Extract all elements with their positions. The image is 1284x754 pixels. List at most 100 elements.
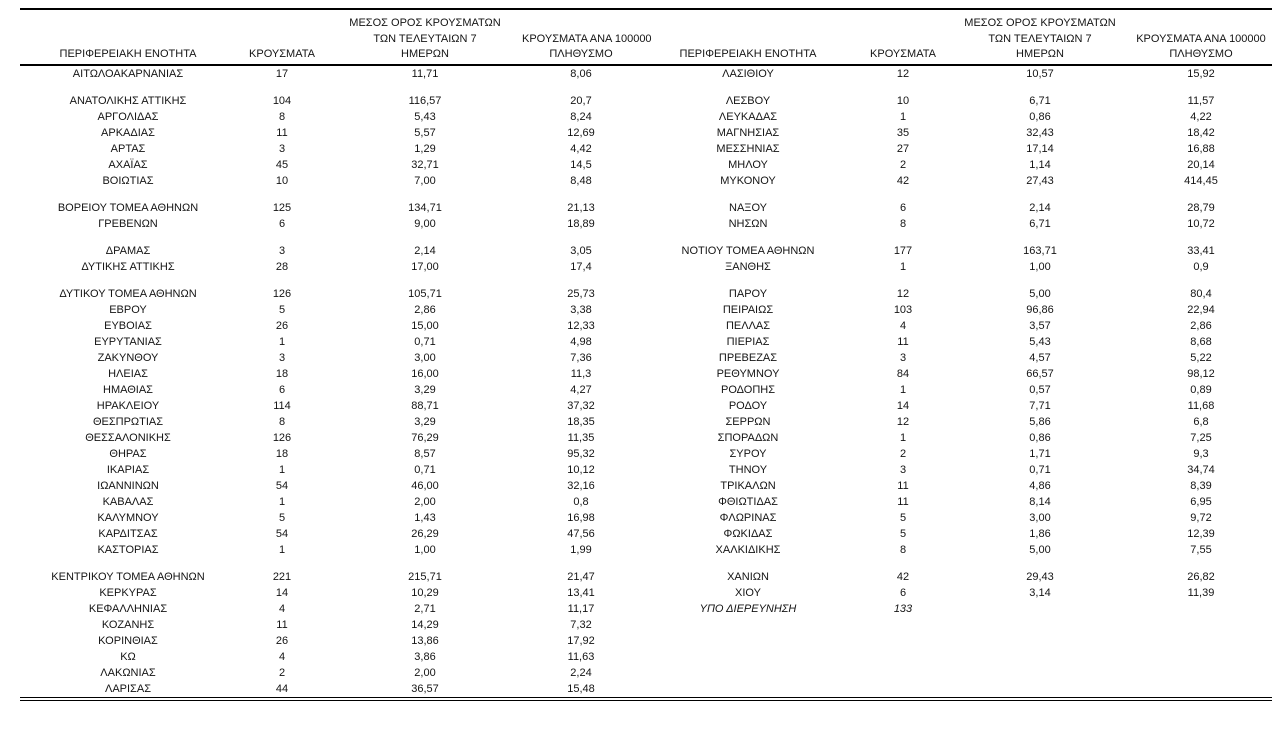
header-per100k-left: ΚΡΟΥΣΜΑΤΑ ΑΝΑ 100000 ΠΛΗΘΥΣΜΟ (522, 9, 652, 66)
left-region-cell: ΑΝΑΤΟΛΙΚΗΣ ΑΤΤΙΚΗΣ (69, 95, 187, 107)
left-per100k-cell: 10,12 (567, 464, 595, 476)
header-avg7-left-line2: ΤΩΝ ΤΕΛΕΥΤΑΙΩΝ 7 (373, 32, 477, 45)
right-cases-cell: 133 (893, 603, 913, 615)
right-per100k-cell: 7,55 (1190, 544, 1212, 556)
right-region-cell: ΠΕΙΡΑΙΩΣ (722, 304, 774, 316)
table-body: ΑΙΤΩΛΟΑΚΑΡΝΑΝΙΑΣ 17 11,71 8,06 ΛΑΣΙΘΙΟΥ 12 10,… (20, 65, 1272, 699)
right-avg7-cell: 17,14 (1026, 143, 1054, 155)
right-avg7-cell: 96,86 (1026, 304, 1054, 316)
left-avg7-cell: 2,71 (414, 603, 436, 615)
header-per100k-right: ΚΡΟΥΣΜΑΤΑ ΑΝΑ 100000 ΠΛΗΘΥΣΜΟ (1130, 9, 1272, 66)
spacer-row (20, 275, 1272, 286)
left-per100k-cell: 2,24 (570, 667, 592, 679)
left-cases-cell: 18 (275, 368, 289, 380)
left-per100k-cell: 13,41 (567, 587, 595, 599)
right-cases-cell (856, 617, 950, 633)
left-avg7-cell: 3,00 (414, 352, 436, 364)
table-row: ΚΟΖΑΝΗΣ 11 14,29 7,32 (20, 617, 1272, 633)
left-cases-cell: 126 (272, 288, 292, 300)
left-cases-cell: 5 (278, 304, 286, 316)
table-header: ΠΕΡΙΦΕΡΕΙΑΚΗ ΕΝΟΤΗΤΑ ΚΡΟΥΣΜΑΤΑ ΜΕΣΟΣ ΟΡΟ… (20, 9, 1272, 66)
left-region-cell: ΔΥΤΙΚΟΥ ΤΟΜΕΑ ΑΘΗΝΩΝ (59, 288, 197, 300)
left-per100k-cell: 1,99 (570, 544, 592, 556)
left-region-cell: ΘΗΡΑΣ (109, 448, 147, 460)
right-region-cell: ΛΕΥΚΑΔΑΣ (718, 111, 778, 123)
right-per100k-cell: 0,89 (1190, 384, 1212, 396)
header-avg7-right-line3: ΗΜΕΡΩΝ (1016, 47, 1064, 60)
right-cases-cell: 12 (896, 416, 910, 428)
left-cases-cell: 125 (272, 202, 292, 214)
left-cases-cell: 3 (278, 245, 286, 257)
right-per100k-cell (1130, 633, 1272, 649)
right-per100k-cell: 28,79 (1187, 202, 1215, 214)
right-per100k-cell: 18,42 (1187, 127, 1215, 139)
right-cases-cell: 5 (899, 512, 907, 524)
right-region-cell: ΦΛΩΡΙΝΑΣ (719, 512, 777, 524)
left-per100k-cell: 12,69 (567, 127, 595, 139)
left-cases-cell: 26 (275, 635, 289, 647)
header-avg7-right-line2: ΤΩΝ ΤΕΛΕΥΤΑΙΩΝ 7 (988, 32, 1092, 45)
right-region-cell: ΦΘΙΩΤΙΔΑΣ (718, 496, 778, 508)
right-cases-cell: 103 (893, 304, 913, 316)
right-region-cell (640, 681, 856, 699)
header-per100k-left-line1: ΚΡΟΥΣΜΑΤΑ ΑΝΑ 100000 (522, 32, 652, 45)
right-avg7-cell: 1,71 (1029, 448, 1051, 460)
left-cases-cell: 14 (275, 587, 289, 599)
left-avg7-cell: 76,29 (411, 432, 439, 444)
right-avg7-cell (950, 665, 1130, 681)
left-per100k-cell: 3,05 (570, 245, 592, 257)
spacer-row (20, 558, 1272, 569)
left-region-cell: ΚΑΛΥΜΝΟΥ (97, 512, 159, 524)
left-region-cell: ΚΟΡΙΝΘΙΑΣ (98, 635, 158, 647)
right-avg7-cell (950, 681, 1130, 699)
right-cases-cell: 5 (899, 528, 907, 540)
left-region-cell: ΒΟΡΕΙΟΥ ΤΟΜΕΑ ΑΘΗΝΩΝ (57, 202, 199, 214)
right-per100k-cell (1130, 665, 1272, 681)
table-row: ΗΡΑΚΛΕΙΟΥ 114 88,71 37,32 ΡΟΔΟΥ 14 7,71 11,68 (20, 398, 1272, 414)
table-row: ΑΝΑΤΟΛΙΚΗΣ ΑΤΤΙΚΗΣ 104 116,57 20,7 ΛΕΣΒΟΥ 10 6… (20, 93, 1272, 109)
covid-regional-cases-table: ΠΕΡΙΦΕΡΕΙΑΚΗ ΕΝΟΤΗΤΑ ΚΡΟΥΣΜΑΤΑ ΜΕΣΟΣ ΟΡΟ… (20, 8, 1272, 701)
left-avg7-cell: 46,00 (411, 480, 439, 492)
spacer-row (20, 232, 1272, 243)
right-cases-cell: 11 (897, 480, 909, 492)
left-region-cell: ΚΟΖΑΝΗΣ (101, 619, 155, 631)
left-cases-cell: 18 (275, 448, 289, 460)
left-region-cell: ΗΜΑΘΙΑΣ (103, 384, 153, 396)
right-region-cell: ΝΗΣΩΝ (728, 218, 768, 230)
left-region-cell: ΒΟΙΩΤΙΑΣ (102, 175, 154, 187)
right-per100k-cell (1130, 649, 1272, 665)
right-cases-cell: 11 (897, 496, 909, 508)
left-per100k-cell: 12,33 (567, 320, 595, 332)
spacer-row (20, 82, 1272, 93)
table-row: ΔΥΤΙΚΟΥ ΤΟΜΕΑ ΑΘΗΝΩΝ 126 105,71 25,73 ΠΑΡΟΥ 1… (20, 286, 1272, 302)
table-row: ΑΡΚΑΔΙΑΣ 11 5,57 12,69 ΜΑΓΝΗΣΙΑΣ 35 32,43 18,42 (20, 125, 1272, 141)
left-region-cell: ΔΡΑΜΑΣ (105, 245, 151, 257)
right-region-cell: ΠΙΕΡΙΑΣ (726, 336, 770, 348)
right-cases-cell: 2 (899, 448, 907, 460)
left-avg7-cell: 9,00 (414, 218, 436, 230)
left-region-cell: ΑΡΤΑΣ (110, 143, 146, 155)
left-region-cell: ΕΥΒΟΙΑΣ (104, 320, 152, 332)
table-row: ΛΑΚΩΝΙΑΣ 2 2,00 2,24 (20, 665, 1272, 681)
left-region-cell: ΘΕΣΣΑΛΟΝΙΚΗΣ (85, 432, 171, 444)
right-cases-cell: 6 (899, 202, 907, 214)
right-per100k-cell: 12,39 (1187, 528, 1215, 540)
left-per100k-cell: 7,32 (570, 619, 592, 631)
left-per100k-cell: 0,8 (573, 496, 589, 508)
left-avg7-cell: 32,71 (411, 159, 439, 171)
left-per100k-cell: 18,89 (567, 218, 595, 230)
left-avg7-cell: 11,71 (411, 68, 439, 80)
left-per100k-cell: 8,48 (570, 175, 592, 187)
right-per100k-cell: 6,95 (1190, 496, 1212, 508)
left-region-cell: ΑΧΑΪΑΣ (108, 159, 148, 171)
right-avg7-cell: 3,00 (1029, 512, 1051, 524)
right-per100k-cell: 414,45 (1184, 175, 1218, 187)
right-region-cell: ΝΟΤΙΟΥ ΤΟΜΕΑ ΑΘΗΝΩΝ (681, 245, 815, 257)
right-cases-cell (856, 649, 950, 665)
left-region-cell: ΑΡΓΟΛΙΔΑΣ (97, 111, 159, 123)
right-cases-cell: 12 (896, 68, 910, 80)
right-region-cell: ΡΕΘΥΜΝΟΥ (716, 368, 780, 380)
right-cases-cell: 2 (899, 159, 907, 171)
left-region-cell: ΛΑΚΩΝΙΑΣ (100, 667, 156, 679)
right-avg7-cell (950, 633, 1130, 649)
